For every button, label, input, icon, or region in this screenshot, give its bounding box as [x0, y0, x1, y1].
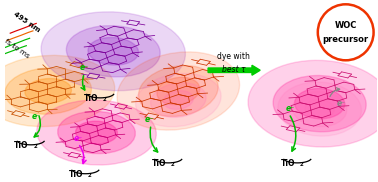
Text: TiO: TiO	[152, 159, 166, 168]
Text: TiO: TiO	[281, 159, 296, 168]
Text: fs to ms: fs to ms	[3, 38, 30, 60]
Ellipse shape	[117, 52, 240, 130]
Text: e⁻: e⁻	[145, 115, 154, 124]
Text: 495 nm: 495 nm	[13, 11, 41, 33]
Text: TiO: TiO	[84, 94, 98, 103]
Ellipse shape	[67, 26, 160, 77]
Ellipse shape	[305, 100, 334, 118]
Text: e⁻: e⁻	[80, 63, 89, 72]
Text: 2: 2	[300, 162, 304, 167]
Text: e⁻: e⁻	[285, 104, 294, 113]
Text: e⁻: e⁻	[336, 99, 345, 108]
Text: e⁻: e⁻	[74, 134, 83, 143]
Ellipse shape	[76, 121, 118, 144]
Ellipse shape	[163, 91, 193, 109]
Text: e⁻: e⁻	[32, 112, 41, 121]
Ellipse shape	[0, 55, 115, 127]
Ellipse shape	[138, 66, 218, 116]
Ellipse shape	[136, 73, 221, 127]
Text: 2: 2	[171, 162, 175, 167]
Ellipse shape	[278, 82, 361, 136]
FancyArrow shape	[208, 65, 260, 75]
Text: 2: 2	[103, 97, 107, 102]
Text: 2: 2	[88, 173, 92, 178]
Ellipse shape	[88, 37, 138, 65]
Ellipse shape	[58, 112, 135, 154]
Ellipse shape	[273, 76, 366, 132]
Text: precursor: precursor	[323, 35, 369, 44]
Text: dye with: dye with	[217, 52, 250, 61]
Ellipse shape	[157, 77, 200, 105]
Ellipse shape	[248, 60, 378, 147]
Ellipse shape	[25, 78, 71, 104]
Text: best τ: best τ	[222, 65, 246, 74]
Ellipse shape	[37, 100, 156, 165]
Text: WOC: WOC	[335, 21, 357, 30]
Ellipse shape	[293, 92, 347, 127]
Text: TiO: TiO	[69, 170, 84, 179]
Ellipse shape	[150, 83, 206, 117]
Text: TiO: TiO	[14, 141, 29, 150]
Text: 2: 2	[33, 144, 37, 149]
Ellipse shape	[41, 12, 185, 91]
Ellipse shape	[5, 68, 91, 114]
Ellipse shape	[294, 88, 345, 119]
